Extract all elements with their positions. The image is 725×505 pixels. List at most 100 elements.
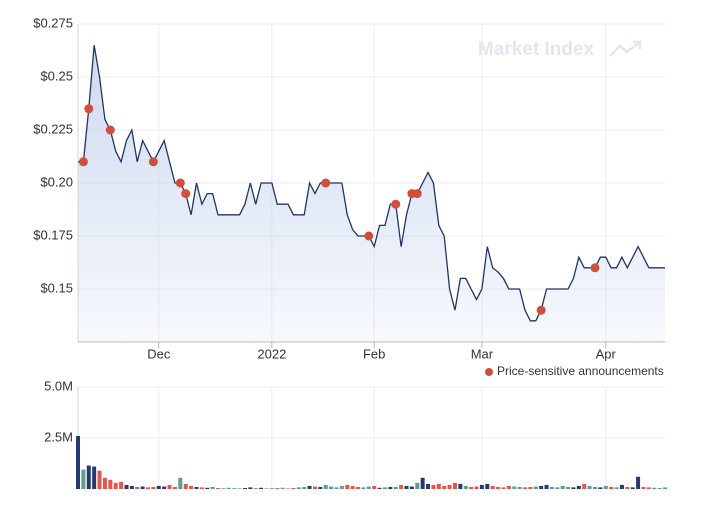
announcement-dot: [181, 189, 191, 199]
x-tick-label: Feb: [363, 346, 385, 361]
volume-bar: [641, 486, 646, 489]
volume-bar: [485, 483, 490, 489]
watermark: Market Index: [478, 39, 642, 60]
volume-bar: [199, 487, 204, 489]
volume-bar: [167, 484, 172, 489]
volume-bar: [522, 487, 527, 489]
volume-bar: [625, 486, 630, 489]
volume-bar: [92, 466, 97, 489]
volume-bar: [496, 486, 501, 489]
volume-bar: [663, 487, 667, 489]
volume-bar: [210, 486, 215, 489]
volume-bar: [636, 476, 641, 489]
volume-bar: [426, 483, 431, 489]
volume-bar: [307, 485, 312, 489]
volume-bar: [549, 486, 554, 489]
volume-bar: [312, 486, 317, 489]
volume-bar: [582, 483, 587, 489]
x-tick-label: Dec: [147, 346, 171, 361]
volume-bar: [614, 487, 619, 489]
volume-bar: [452, 482, 457, 489]
x-tick-label: 2022: [257, 346, 286, 361]
volume-bar: [291, 487, 296, 489]
volume-bar: [372, 485, 377, 489]
volume-bar: [630, 487, 635, 489]
y-tick-label: $0.20: [40, 174, 73, 189]
volume-bar: [517, 486, 522, 489]
volume-bar: [619, 484, 624, 489]
volume-bar: [178, 477, 183, 489]
volume-bar: [296, 487, 301, 489]
volume-bar: [334, 487, 339, 489]
volume-bar: [183, 483, 188, 489]
volume-bar: [657, 487, 662, 489]
announcement-dot: [78, 157, 88, 167]
announcement-dot: [105, 125, 115, 135]
volume-bar: [242, 487, 247, 489]
y-tick-label: $0.15: [40, 280, 73, 295]
volume-bar: [172, 486, 177, 489]
volume-bar: [151, 486, 156, 489]
volume-bar: [646, 487, 651, 489]
volume-bar: [447, 484, 452, 489]
y-tick-label: 5.0M: [44, 378, 73, 393]
x-tick-label: Mar: [471, 346, 494, 361]
volume-bar: [544, 484, 549, 489]
announcement-dot: [364, 231, 374, 241]
y-tick-label: $0.175: [33, 227, 73, 242]
volume-bar: [124, 484, 129, 489]
volume-bar: [350, 485, 355, 489]
volume-bar: [366, 486, 371, 489]
announcement-dot: [412, 189, 422, 199]
volume-bar: [528, 486, 533, 489]
volume-bar: [555, 487, 560, 489]
volume-bar: [156, 485, 161, 489]
volume-bar: [587, 485, 592, 489]
y-tick-label: $0.225: [33, 121, 73, 136]
volume-bar: [81, 469, 86, 489]
volume-bar: [571, 487, 576, 489]
volume-bar: [576, 485, 581, 489]
watermark-text: Market Index: [478, 39, 595, 60]
announcement-dot: [84, 104, 94, 114]
volume-bar: [135, 486, 140, 489]
announcement-dot: [175, 178, 185, 188]
volume-bar: [119, 481, 124, 489]
legend-marker: [485, 368, 493, 376]
volume-bar: [113, 482, 118, 489]
announcement-dot: [148, 157, 158, 167]
volume-bar: [377, 487, 382, 489]
price-area: [78, 45, 665, 342]
volume-bar: [232, 488, 237, 489]
volume-bar: [501, 487, 506, 489]
volume-bar: [388, 486, 393, 489]
volume-bar: [469, 486, 474, 489]
volume-bar: [458, 483, 463, 489]
volume-bar: [512, 486, 517, 489]
volume-bar: [102, 477, 107, 489]
volume-bar: [479, 484, 484, 489]
volume-bar: [237, 488, 242, 489]
volume-bar: [248, 487, 253, 489]
volume-bar: [146, 487, 151, 489]
volume-bar: [609, 486, 614, 489]
volume-bar: [318, 486, 323, 489]
announcement-dot: [590, 263, 600, 273]
volume-bar: [436, 483, 441, 489]
announcement-dot: [321, 178, 331, 188]
volume-bar: [399, 484, 404, 489]
announcement-dot: [391, 199, 401, 209]
volume-bar: [382, 487, 387, 489]
volume-bar: [216, 487, 221, 489]
volume-bar: [393, 486, 398, 489]
announcement-dot: [536, 305, 546, 315]
y-tick-label: $0.25: [40, 68, 73, 83]
watermark-icon: [609, 41, 641, 57]
volume-bar: [404, 485, 409, 489]
volume-bar: [108, 479, 113, 489]
volume-bar: [415, 482, 420, 489]
volume-bar: [259, 487, 264, 489]
volume-bar: [162, 486, 167, 489]
volume-bar: [409, 486, 414, 489]
volume-bar: [86, 465, 91, 489]
